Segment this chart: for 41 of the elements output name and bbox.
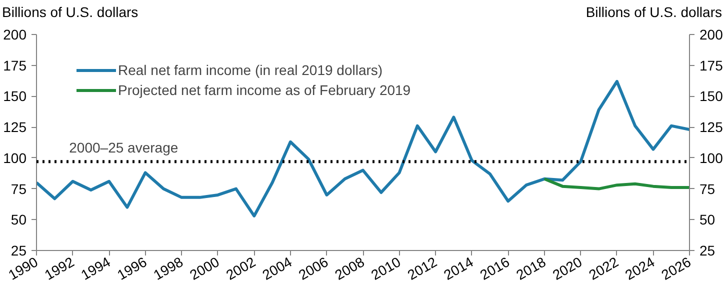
x-tick-label: 2016 bbox=[477, 253, 512, 283]
legend-label: Projected net farm income as of February 2019 bbox=[118, 82, 411, 98]
y-tick-label: 100 bbox=[3, 150, 27, 166]
x-tick-label: 2004 bbox=[259, 253, 295, 283]
y-tick-label: 125 bbox=[3, 119, 27, 136]
x-tick-label: 2022 bbox=[586, 253, 622, 283]
x-tick-label: 2026 bbox=[658, 253, 694, 283]
y2-tick-label: 175 bbox=[700, 57, 724, 74]
x-tick-label: 2020 bbox=[550, 253, 585, 283]
x-tick-label: 2014 bbox=[440, 253, 476, 283]
x-tick-label: 1994 bbox=[78, 253, 114, 283]
y2-tick-label: 25 bbox=[700, 242, 716, 258]
x-tick-label: 1996 bbox=[114, 253, 150, 283]
x-tick-label: 2000 bbox=[186, 253, 222, 283]
y-tick-label: 50 bbox=[10, 212, 27, 228]
x-tick-label: 2008 bbox=[332, 253, 368, 283]
line-series bbox=[542, 177, 690, 190]
x-tick-label: 2006 bbox=[296, 253, 331, 283]
y2-tick-label: 75 bbox=[700, 180, 716, 197]
x-tick-label: 2018 bbox=[513, 253, 549, 283]
x-tick-label: 2012 bbox=[404, 253, 440, 283]
y2-axis-title: Billions of U.S. dollars bbox=[586, 3, 722, 22]
y2-tick-label: 100 bbox=[700, 150, 724, 166]
y-tick-label: 175 bbox=[3, 57, 27, 74]
x-tick-label: 1998 bbox=[150, 253, 186, 283]
y-tick-label: 25 bbox=[10, 242, 27, 258]
y2-tick-label: 50 bbox=[700, 212, 716, 228]
line-series bbox=[36, 80, 690, 218]
y2-tick-label: 125 bbox=[700, 119, 724, 136]
y-axis-title: Billions of U.S. dollars bbox=[2, 3, 138, 22]
y2-tick-label: 150 bbox=[700, 88, 724, 104]
y-tick-label: 150 bbox=[3, 88, 27, 104]
x-tick-label: 2024 bbox=[622, 253, 658, 283]
legend-label: Real net farm income (in real 2019 dollars) bbox=[118, 62, 383, 78]
x-tick-label: 2002 bbox=[223, 253, 258, 283]
y-tick-label: 75 bbox=[10, 180, 27, 197]
y2-tick-label: 200 bbox=[700, 26, 724, 42]
y-tick-label: 200 bbox=[3, 26, 27, 42]
ref-line-label: 2000–25 average bbox=[69, 140, 178, 156]
x-tick-label: 2010 bbox=[368, 253, 404, 283]
x-tick-label: 1992 bbox=[42, 253, 77, 283]
